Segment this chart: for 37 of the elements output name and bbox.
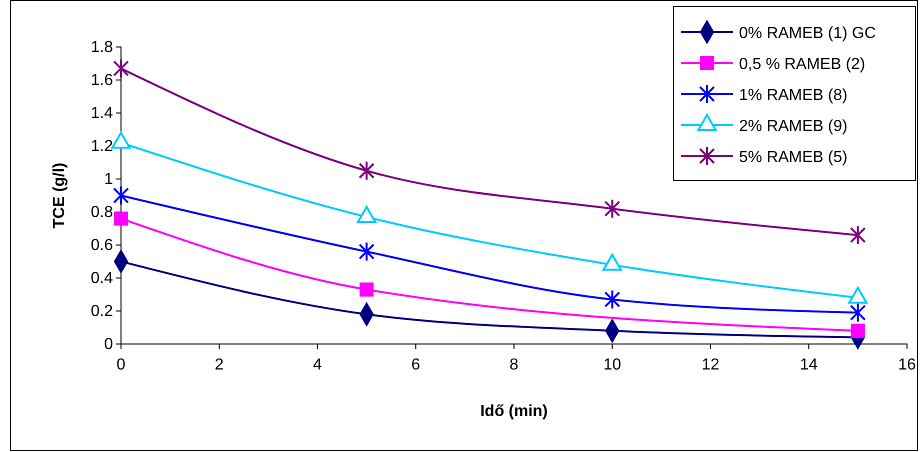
x-tick-label: 0 (116, 356, 126, 374)
y-axis-title: TCE (g/l) (51, 162, 68, 228)
x-tick-label: 10 (603, 356, 622, 374)
x-tick-label: 14 (800, 356, 818, 374)
legend-label: 0% RAMEB (1) GC (739, 25, 876, 42)
point (113, 58, 129, 78)
y-tick-label: 1 (104, 171, 114, 188)
y-tick-label: 0.8 (90, 204, 114, 222)
point (604, 198, 620, 219)
x-tick-label: 6 (411, 356, 420, 374)
point (850, 324, 865, 338)
legend-label: 0,5 % RAMEB (2) (739, 56, 866, 73)
point (604, 289, 620, 310)
point (850, 225, 866, 246)
x-tick-label: 12 (702, 356, 720, 374)
y-tick-label: 1.6 (90, 72, 114, 90)
legend-label: 5% RAMEB (5) (739, 149, 848, 166)
y-tick-label: 0 (104, 336, 114, 354)
y-tick-label: 1.4 (90, 105, 114, 122)
y-tick-label: 0.6 (90, 237, 114, 254)
point (113, 186, 129, 206)
y-tick-label: 1.2 (90, 138, 114, 156)
point (114, 212, 128, 226)
y-tick-label: 0.2 (90, 303, 114, 320)
point (358, 242, 375, 262)
point (358, 160, 375, 181)
point (850, 302, 866, 323)
x-tick-label: 2 (214, 356, 224, 374)
y-tick-label: 1.8 (90, 39, 114, 56)
x-tick-label: 8 (510, 356, 519, 374)
x-tick-label: 4 (313, 356, 322, 374)
point (360, 282, 374, 297)
legend-label: 1% RAMEB (8) (739, 87, 848, 104)
x-axis-title: Idő (min) (480, 403, 548, 420)
legend-label: 2% RAMEB (9) (739, 118, 848, 135)
x-tick-label: 16 (898, 356, 916, 374)
y-tick-label: 0.4 (90, 270, 114, 288)
